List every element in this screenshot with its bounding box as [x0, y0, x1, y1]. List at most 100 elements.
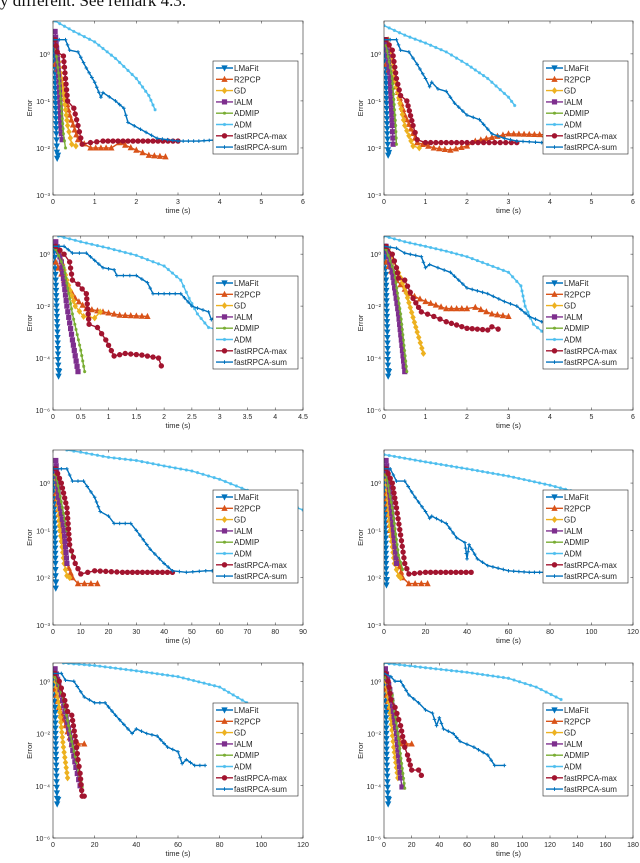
- series-marker-admip: [56, 484, 60, 488]
- legend-label: R2PCP: [234, 75, 261, 84]
- series-marker-fastrpca-sum: [96, 505, 101, 509]
- data-point-admip: [390, 76, 394, 81]
- x-tick-label: 90: [299, 629, 307, 636]
- data-point-gd: [69, 140, 75, 148]
- series-marker-adm: [532, 480, 537, 484]
- data-point-adm: [534, 685, 538, 689]
- legend-entry: LMaFit: [546, 706, 589, 715]
- series-marker-lmafit: [55, 362, 62, 369]
- data-point-fastrpca-sum: [184, 570, 189, 575]
- series-marker-fastrpca-sum: [181, 139, 186, 143]
- legend-marker-fastrpca-sum: [222, 360, 227, 364]
- series-marker-admip: [389, 500, 393, 504]
- data-point-fastrpca-sum: [190, 304, 194, 308]
- series-marker-adm: [201, 472, 205, 476]
- data-point-fastrpca-sum: [126, 120, 130, 125]
- series-marker-r2pcp: [396, 562, 403, 570]
- series-marker-fastrpca-sum: [471, 115, 476, 120]
- series-marker-adm: [543, 482, 547, 486]
- series-marker-r2pcp: [67, 569, 74, 576]
- y-axis-label: Error: [356, 529, 365, 546]
- series-marker-admip: [57, 489, 61, 493]
- series-marker-admip: [392, 108, 397, 112]
- series-marker-fastrpca-max: [69, 717, 76, 724]
- data-point-admip: [54, 247, 58, 252]
- legend-label: IALM: [234, 527, 253, 536]
- data-point-adm: [506, 676, 511, 680]
- series-marker-fastrpca-sum: [87, 70, 91, 75]
- data-point-fastrpca-sum: [134, 727, 139, 731]
- series-marker-fastrpca-max: [64, 515, 71, 522]
- series-marker-r2pcp: [453, 305, 460, 312]
- data-point-fastrpca-max: [418, 309, 425, 315]
- series-marker-adm: [171, 674, 175, 678]
- data-point-fastrpca-sum: [394, 246, 399, 250]
- data-point-lmafit: [384, 75, 390, 83]
- series-marker-fastrpca-sum: [56, 244, 61, 249]
- series-marker-fastrpca-max: [71, 728, 77, 734]
- series-marker-admip: [389, 71, 393, 75]
- legend-marker-fastrpca-sum: [222, 145, 227, 149]
- legend-label: GD: [234, 516, 246, 525]
- legend-marker-lmafit: [221, 494, 228, 501]
- series-marker-fastrpca-max: [62, 70, 68, 76]
- series-marker-admip: [395, 291, 400, 295]
- series-marker-fastrpca-sum: [106, 266, 111, 271]
- data-point-fastrpca-max: [410, 122, 416, 129]
- legend-entry: IALM: [216, 527, 253, 536]
- series-marker-gd: [393, 566, 400, 574]
- series-marker-fastrpca-sum: [110, 709, 114, 713]
- series-marker-r2pcp: [127, 144, 134, 151]
- y-axis-label: Error: [25, 529, 34, 546]
- data-point-fastrpca-sum: [180, 761, 184, 766]
- data-point-fastrpca-sum: [423, 76, 428, 81]
- data-point-fastrpca-sum: [393, 679, 397, 684]
- data-point-lmafit: [53, 277, 59, 284]
- data-point-fastrpca-sum: [99, 95, 103, 99]
- series-marker-adm: [67, 663, 71, 666]
- y-tick-label: 10⁻¹: [367, 99, 381, 106]
- legend-marker-ialm: [221, 528, 228, 534]
- series-marker-fastrpca-max: [70, 722, 77, 729]
- legend-entry: fastRPCA-max: [216, 561, 287, 570]
- series-marker-fastrpca-max: [63, 703, 69, 709]
- legend-label: fastRPCA-max: [234, 561, 287, 570]
- series-marker-adm: [109, 53, 113, 57]
- x-tick-label: 40: [463, 629, 471, 636]
- series-marker-fastrpca-max: [396, 716, 402, 723]
- series-marker-adm: [517, 680, 522, 684]
- series-marker-admip: [385, 49, 389, 53]
- series-marker-lmafit: [53, 779, 60, 786]
- data-point-admip: [392, 270, 396, 274]
- legend-label: fastRPCA-max: [564, 132, 617, 141]
- data-point-lmafit: [384, 582, 390, 589]
- data-point-fastrpca-sum: [92, 495, 97, 500]
- axes-box: [52, 662, 304, 839]
- series-marker-fastrpca-max: [150, 138, 156, 144]
- x-tick-label: 1.5: [131, 414, 141, 421]
- data-point-ialm: [69, 337, 76, 343]
- series-marker-fastrpca-sum: [138, 533, 142, 537]
- data-point-r2pcp: [505, 312, 512, 320]
- legend-marker-lmafit: [221, 280, 228, 287]
- series-marker-lmafit: [384, 555, 390, 562]
- x-tick-label: 120: [544, 842, 556, 849]
- legend-entry: fastRPCA-max: [216, 774, 287, 783]
- series-marker-fastrpca-max: [103, 568, 109, 575]
- legend-marker-admip: [222, 540, 227, 544]
- series-marker-fastrpca-sum: [508, 302, 513, 306]
- data-point-fastrpca-max: [69, 712, 75, 718]
- x-tick-label: 10: [77, 629, 85, 636]
- data-point-fastrpca-sum: [384, 467, 386, 471]
- legend-label: LMaFit: [234, 64, 259, 73]
- series-marker-adm: [186, 677, 191, 681]
- legend-box: [542, 275, 629, 370]
- series-marker-fastrpca-max: [401, 555, 407, 561]
- series-marker-fastrpca-sum: [182, 296, 187, 300]
- series-marker-adm: [73, 238, 77, 242]
- series-marker-ialm: [67, 320, 73, 326]
- data-point-fastrpca-sum: [70, 251, 75, 255]
- data-point-admip: [390, 506, 394, 510]
- series-marker-fastrpca-max: [480, 139, 487, 146]
- legend-label: ADM: [234, 336, 252, 345]
